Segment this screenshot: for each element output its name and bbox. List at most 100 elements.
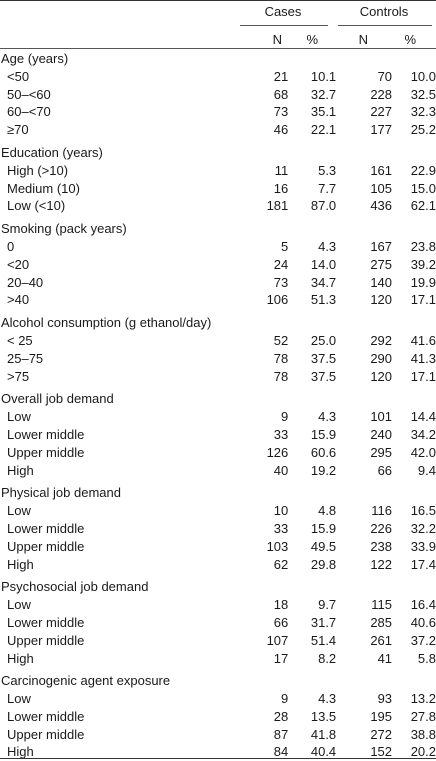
row-label: Medium (10) <box>7 180 80 196</box>
cases-pct-cell: 9.7 <box>318 597 337 613</box>
controls-pct-cell: 13.2 <box>410 691 436 707</box>
row-label: >40 <box>7 292 30 308</box>
table-row: Upper middle 107 51.4 261 37.2 <box>0 632 436 650</box>
table-row: Upper middle 87 41.8 272 38.8 <box>0 726 436 744</box>
cases-pct-header: % <box>306 32 318 47</box>
cases-pct-cell: 4.8 <box>318 503 337 519</box>
controls-pct-cell: 17.1 <box>410 292 436 308</box>
cases-n-cell: 46 <box>273 122 289 138</box>
table-row: Medium (10) 16 7.7 105 15.0 <box>0 180 436 198</box>
controls-n-cell: 66 <box>377 462 393 478</box>
cases-n-cell: 103 <box>266 538 289 554</box>
controls-n-cell: 238 <box>370 538 393 554</box>
table-row: 0 5 4.3 167 23.8 <box>0 238 436 256</box>
controls-n-cell: 122 <box>370 556 393 572</box>
row-label: Lower middle <box>7 520 85 536</box>
cases-pct-cell: 37.5 <box>310 350 337 366</box>
controls-n-cell: 116 <box>371 503 393 519</box>
row-label: Upper middle <box>7 444 85 460</box>
group-title: Education (years) <box>1 144 103 160</box>
row-label: >75 <box>7 368 30 384</box>
cases-pct-cell: 22.1 <box>310 122 337 138</box>
controls-pct-cell: 41.3 <box>410 350 436 366</box>
row-label: 25–75 <box>7 350 44 366</box>
group-header-row: Psychosocial job demand <box>0 578 436 596</box>
row-label: High <box>7 556 34 572</box>
cases-pct-cell: 14.0 <box>310 256 337 272</box>
table-row: <20 24 14.0 275 39.2 <box>0 256 436 274</box>
cases-pct-cell: 37.5 <box>310 368 337 384</box>
row-label: High <box>7 650 34 666</box>
controls-n-cell: 226 <box>370 520 393 536</box>
table-row: High 62 29.8 122 17.4 <box>0 556 436 574</box>
controls-header-underline <box>338 25 432 26</box>
table-row: Low 9 4.3 101 14.4 <box>0 408 436 426</box>
controls-pct-header: % <box>404 32 416 47</box>
group-title: Overall job demand <box>1 391 114 407</box>
table-row: High 40 19.2 66 9.4 <box>0 462 436 480</box>
cases-n-cell: 73 <box>273 274 289 290</box>
controls-pct-cell: 41.6 <box>410 332 436 348</box>
cases-n-cell: 28 <box>273 708 289 724</box>
controls-pct-cell: 14.4 <box>410 409 436 425</box>
row-label: Upper middle <box>7 726 85 742</box>
controls-pct-cell: 17.4 <box>410 556 436 572</box>
controls-pct-cell: 9.4 <box>417 462 436 478</box>
controls-pct-cell: 33.9 <box>410 538 436 554</box>
cases-n-cell: 106 <box>266 292 289 308</box>
controls-pct-cell: 34.2 <box>410 426 436 442</box>
group-header-row: Age (years) <box>0 50 436 68</box>
cases-n-header: N <box>272 32 282 47</box>
controls-pct-cell: 27.8 <box>410 708 436 724</box>
cases-n-cell: 84 <box>273 744 289 760</box>
cases-pct-cell: 7.7 <box>318 180 337 196</box>
cases-pct-cell: 5.3 <box>318 162 337 178</box>
table-row: Upper middle 103 49.5 238 33.9 <box>0 538 436 556</box>
controls-pct-cell: 25.2 <box>410 122 436 138</box>
controls-pct-cell: 5.8 <box>417 650 436 666</box>
cases-n-cell: 73 <box>273 104 289 120</box>
cases-pct-cell: 4.3 <box>318 409 337 425</box>
cases-n-cell: 16 <box>273 180 289 196</box>
cases-n-cell: 62 <box>273 556 289 572</box>
cases-n-cell: 33 <box>273 520 289 536</box>
cases-n-cell: 24 <box>273 256 289 272</box>
row-label: Lower middle <box>7 614 85 630</box>
table-row: Low 9 4.3 93 13.2 <box>0 690 436 708</box>
controls-n-cell: 152 <box>370 744 393 760</box>
controls-n-cell: 295 <box>370 444 393 460</box>
controls-n-cell: 275 <box>370 256 393 272</box>
row-label: ≥70 <box>7 122 29 138</box>
row-label: Lower middle <box>7 708 85 724</box>
cases-pct-cell: 29.8 <box>310 556 337 572</box>
controls-pct-cell: 38.8 <box>410 726 436 742</box>
table-row: Lower middle 33 15.9 226 32.2 <box>0 520 436 538</box>
cases-n-cell: 11 <box>274 162 289 178</box>
table-row: ≥70 46 22.1 177 25.2 <box>0 121 436 139</box>
row-label: 50–<60 <box>7 86 51 102</box>
controls-n-cell: 292 <box>370 332 393 348</box>
controls-pct-cell: 10.0 <box>410 68 436 84</box>
cases-n-cell: 181 <box>266 198 289 214</box>
table-top-rule <box>0 0 436 1</box>
table-row: High 84 40.4 152 20.2 <box>0 743 436 761</box>
controls-n-cell: 290 <box>370 350 393 366</box>
controls-n-cell: 285 <box>370 614 393 630</box>
row-label: <20 <box>7 256 30 272</box>
table-row: Low (<10) 181 87.0 436 62.1 <box>0 197 436 215</box>
cases-pct-cell: 60.6 <box>310 444 337 460</box>
controls-pct-cell: 32.2 <box>410 520 436 536</box>
row-label: High <box>7 462 34 478</box>
cases-pct-cell: 87.0 <box>310 198 337 214</box>
controls-n-cell: 105 <box>370 180 393 196</box>
controls-pct-cell: 23.8 <box>410 238 436 254</box>
cases-pct-cell: 32.7 <box>310 86 337 102</box>
controls-pct-cell: 37.2 <box>410 632 436 648</box>
table-row: >40 106 51.3 120 17.1 <box>0 291 436 309</box>
cases-pct-cell: 35.1 <box>310 104 337 120</box>
row-label: Low <box>7 597 31 613</box>
controls-n-cell: 70 <box>377 68 393 84</box>
table-row: 60–<70 73 35.1 227 32.3 <box>0 103 436 121</box>
table-bottom-rule <box>0 758 436 759</box>
controls-pct-cell: 62.1 <box>410 198 436 214</box>
